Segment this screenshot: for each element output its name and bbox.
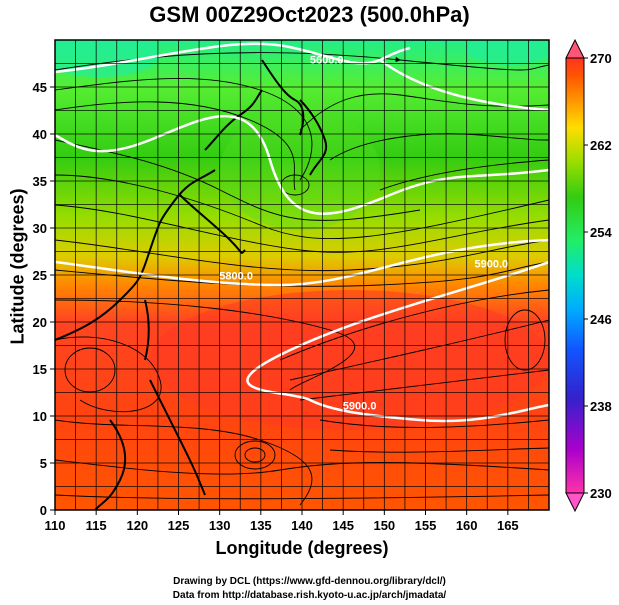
x-tick-label: 140 xyxy=(291,518,313,533)
colorbar-bar xyxy=(565,57,585,494)
credit-data: Data from http://database.rish.kyoto-u.a… xyxy=(172,590,447,601)
y-tick-label: 5 xyxy=(40,456,47,471)
contour-label: 5900.0 xyxy=(475,258,509,270)
colorbar-tick-label: 254 xyxy=(590,225,612,240)
credit-drawing: Drawing by DCL (https://www.gfd-dennou.o… xyxy=(173,576,446,587)
x-tick-label: 145 xyxy=(332,518,354,533)
y-axis-label: Latitude (degrees) xyxy=(7,188,28,345)
y-tick-label: 35 xyxy=(33,174,47,189)
y-tick-label: 15 xyxy=(33,362,47,377)
height-contours xyxy=(55,42,549,423)
grid-lines xyxy=(55,40,549,510)
x-tick-label: 125 xyxy=(168,518,190,533)
y-axis: 0 5 10 15 20 25 30 35 40 45 xyxy=(33,80,55,518)
contour-label: 5600.0 xyxy=(310,55,344,67)
x-tick-label: 160 xyxy=(456,518,478,533)
contour-label: 5900.0 xyxy=(343,400,377,412)
contour-label: 5800.0 xyxy=(219,271,253,283)
x-tick-label: 135 xyxy=(250,518,272,533)
colorbar-tick-label: 270 xyxy=(590,51,612,66)
y-tick-label: 20 xyxy=(33,315,47,330)
colorbar-tick-label: 230 xyxy=(590,486,612,501)
colorbar-bottom-arrow xyxy=(565,492,585,513)
cold-trough-region xyxy=(220,110,380,230)
y-tick-label: 0 xyxy=(40,503,47,518)
x-tick-label: 150 xyxy=(373,518,395,533)
x-tick-label: 110 xyxy=(45,518,66,533)
x-axis: 110 115 120 125 130 135 140 145 150 155 160 165 xyxy=(45,510,519,533)
y-tick-label: 25 xyxy=(33,268,47,283)
coastlines xyxy=(55,59,328,510)
y-tick-label: 30 xyxy=(33,221,47,236)
colorbar-tick-label: 246 xyxy=(590,312,612,327)
x-tick-label: 130 xyxy=(209,518,231,533)
colorbar-tick-label: 238 xyxy=(590,399,612,414)
plot-area xyxy=(55,40,549,510)
y-tick-label: 10 xyxy=(33,409,47,424)
y-tick-label: 40 xyxy=(33,127,47,142)
colorbar-tick-label: 262 xyxy=(590,138,612,153)
x-tick-label: 115 xyxy=(86,518,107,533)
chart-title: GSM 00Z29Oct2023 (500.0hPa) xyxy=(149,2,470,27)
x-tick-label: 120 xyxy=(126,518,148,533)
colorbar: 270 262 254 246 238 230 xyxy=(565,38,612,513)
warm-core-region xyxy=(150,290,549,430)
colorbar-top-arrow xyxy=(565,38,585,59)
y-tick-label: 45 xyxy=(33,80,47,95)
cyan-region-ne xyxy=(465,40,549,65)
x-tick-label: 155 xyxy=(415,518,437,533)
colorbar-ticks: 270 262 254 246 238 230 xyxy=(584,51,612,501)
x-tick-label: 165 xyxy=(497,518,519,533)
x-axis-label: Longitude (degrees) xyxy=(215,538,389,558)
contour-labels: 5600.0 5800.0 5900.0 5900.0 xyxy=(219,55,508,413)
